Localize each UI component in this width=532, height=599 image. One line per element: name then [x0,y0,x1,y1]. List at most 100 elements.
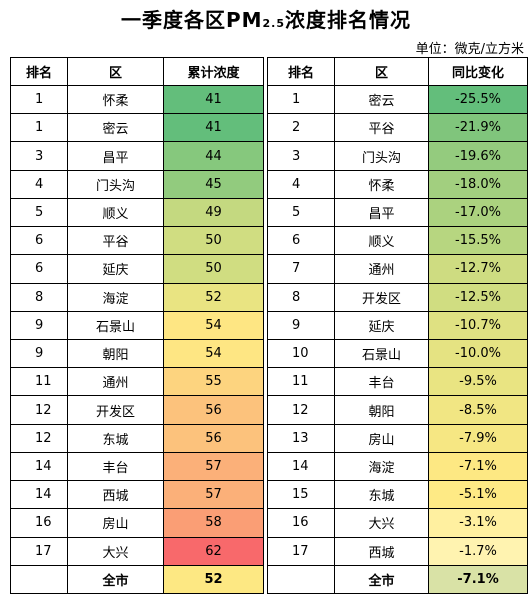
change-cell: -17.0% [428,197,528,228]
page-title: 一季度各区PM2.5浓度排名情况 [0,4,532,33]
rank-cell: 12 [10,395,68,425]
district-cell: 朝阳 [67,338,164,369]
district-cell: 丰台 [334,367,429,397]
change-cell: -21.9% [428,113,528,143]
header-row: 排名 区 累计浓度 排名 区 同比变化 [10,57,528,86]
district-cell: 昌平 [67,141,164,171]
district-cell: 开发区 [67,395,164,425]
total-rank-empty [267,564,335,595]
ranking-table: 排名 区 累计浓度 排名 区 同比变化 1 怀柔 41 1 密云 -25.5% 1 密云 41 2… [10,57,528,595]
rank-cell: 17 [267,536,335,566]
rank-cell: 1 [267,84,335,115]
concentration-cell: 50 [163,254,264,284]
rank-cell: 3 [267,141,335,171]
rank-cell: 9 [267,310,335,340]
header-district-left: 区 [67,57,164,86]
concentration-cell: 50 [163,226,264,256]
concentration-cell: 56 [163,423,264,453]
change-cell: -25.5% [428,84,528,115]
rank-cell: 14 [10,480,68,510]
concentration-cell: 44 [163,141,264,171]
total-concentration: 52 [163,564,264,595]
header-rank-right: 排名 [267,57,335,86]
district-cell: 昌平 [334,197,429,228]
table-row: 14 丰台 57 14 海淀 -7.1% [10,451,528,482]
district-cell: 门头沟 [334,141,429,171]
rank-cell: 12 [10,423,68,453]
change-cell: -9.5% [428,367,528,397]
header-district-right: 区 [334,57,429,86]
total-rank-empty [10,564,68,595]
concentration-cell: 58 [163,508,264,538]
district-cell: 顺义 [67,197,164,228]
rank-cell: 13 [267,423,335,453]
change-cell: -7.1% [428,451,528,482]
concentration-cell: 62 [163,536,264,566]
table-row: 9 石景山 54 9 延庆 -10.7% [10,310,528,340]
district-cell: 密云 [334,84,429,115]
total-label-right: 全市 [334,564,429,595]
district-cell: 海淀 [67,282,164,312]
concentration-cell: 54 [163,310,264,340]
table-row: 6 平谷 50 6 顺义 -15.5% [10,226,528,256]
change-cell: -1.7% [428,536,528,566]
rank-cell: 8 [267,282,335,312]
district-cell: 房山 [334,423,429,453]
rank-cell: 5 [10,197,68,228]
table-row: 1 密云 41 2 平谷 -21.9% [10,113,528,143]
district-cell: 大兴 [67,536,164,566]
change-cell: -19.6% [428,141,528,171]
rank-cell: 16 [267,508,335,538]
district-cell: 东城 [334,480,429,510]
rank-cell: 17 [10,536,68,566]
table-row: 14 西城 57 15 东城 -5.1% [10,480,528,510]
change-cell: -12.5% [428,282,528,312]
district-cell: 通州 [67,367,164,397]
change-cell: -10.7% [428,310,528,340]
district-cell: 平谷 [334,113,429,143]
district-cell: 大兴 [334,508,429,538]
rank-cell: 1 [10,84,68,115]
change-cell: -12.7% [428,254,528,284]
total-label-left: 全市 [67,564,164,595]
title-subscript: 2.5 [262,17,286,30]
district-cell: 门头沟 [67,169,164,199]
district-cell: 延庆 [67,254,164,284]
rank-cell: 3 [10,141,68,171]
concentration-cell: 49 [163,197,264,228]
concentration-cell: 56 [163,395,264,425]
table-row: 9 朝阳 54 10 石景山 -10.0% [10,338,528,369]
district-cell: 怀柔 [334,169,429,199]
total-change: -7.1% [428,564,528,595]
concentration-cell: 52 [163,282,264,312]
rank-cell: 11 [267,367,335,397]
table-row: 11 通州 55 11 丰台 -9.5% [10,367,528,397]
title-suffix: 浓度排名情况 [285,8,412,32]
rank-cell: 6 [10,254,68,284]
rank-cell: 15 [267,480,335,510]
district-cell: 海淀 [334,451,429,482]
rank-cell: 11 [10,367,68,397]
change-cell: -15.5% [428,226,528,256]
rank-cell: 7 [267,254,335,284]
rank-cell: 14 [10,451,68,482]
concentration-cell: 41 [163,84,264,115]
change-cell: -7.9% [428,423,528,453]
rank-cell: 4 [10,169,68,199]
concentration-cell: 57 [163,451,264,482]
concentration-cell: 41 [163,113,264,143]
rank-cell: 4 [267,169,335,199]
table-row: 5 顺义 49 5 昌平 -17.0% [10,197,528,228]
rank-cell: 6 [10,226,68,256]
rank-cell: 1 [10,113,68,143]
rank-cell: 14 [267,451,335,482]
district-cell: 西城 [67,480,164,510]
table-row: 1 怀柔 41 1 密云 -25.5% [10,84,528,115]
header-change: 同比变化 [428,57,528,86]
concentration-cell: 45 [163,169,264,199]
unit-label: 单位：微克/立方米 [415,42,524,57]
concentration-cell: 55 [163,367,264,397]
table-row: 6 延庆 50 7 通州 -12.7% [10,254,528,284]
change-cell: -5.1% [428,480,528,510]
change-cell: -8.5% [428,395,528,425]
